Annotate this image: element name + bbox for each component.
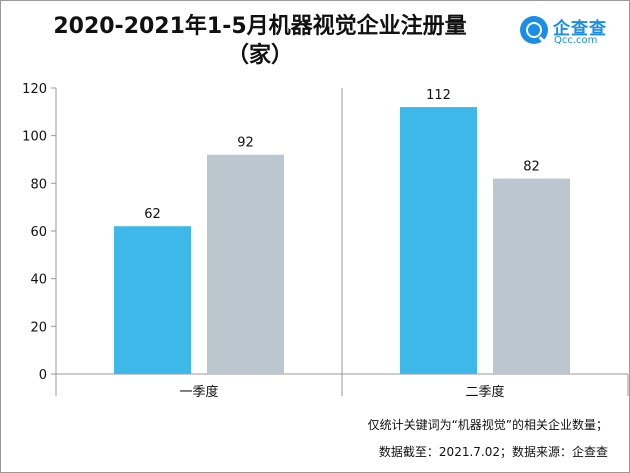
category-label: 一季度 xyxy=(179,384,218,400)
footnote-scope: 仅统计关键词为“机器视觉”的相关企业数量； xyxy=(367,418,608,432)
footnote-source: 数据截至：2021.7.02；数据来源：企查查 xyxy=(378,445,608,459)
brand-logo: 企查查 Qcc.com xyxy=(520,14,620,50)
brand-domain: Qcc.com xyxy=(554,35,598,46)
data-label: 112 xyxy=(426,88,451,103)
y-tick-label: 20 xyxy=(30,320,47,335)
y-tick-label: 60 xyxy=(30,225,47,240)
chart-title-line1: 2020-2021年1-5月机器视觉企业注册量 xyxy=(53,14,467,39)
magnifier-icon xyxy=(520,16,548,44)
y-tick-label: 80 xyxy=(30,177,47,192)
data-label: 82 xyxy=(523,160,540,175)
y-tick-label: 40 xyxy=(30,273,47,288)
bar-2020-1 xyxy=(207,154,284,374)
y-tick-label: 0 xyxy=(39,368,47,383)
bar-2021-2 xyxy=(400,107,477,375)
chart-title-line2: （家） xyxy=(226,43,293,68)
data-label: 62 xyxy=(144,207,161,222)
category-label: 二季度 xyxy=(465,384,504,400)
bar-2021-1 xyxy=(114,226,191,374)
brand-name: 企查查 xyxy=(553,19,607,39)
y-tick-label: 120 xyxy=(22,82,47,97)
y-tick-label: 100 xyxy=(22,130,47,145)
bar-2020-2 xyxy=(493,178,570,374)
label-layer: 0 20 40 60 80 100 120 62 92 一季度 112 82 二季度 xyxy=(22,82,540,400)
data-label: 92 xyxy=(237,136,254,151)
chart-title: 2020-2021年1-5月机器视觉企业注册量 （家） xyxy=(0,12,520,70)
bar-layer xyxy=(114,107,570,375)
